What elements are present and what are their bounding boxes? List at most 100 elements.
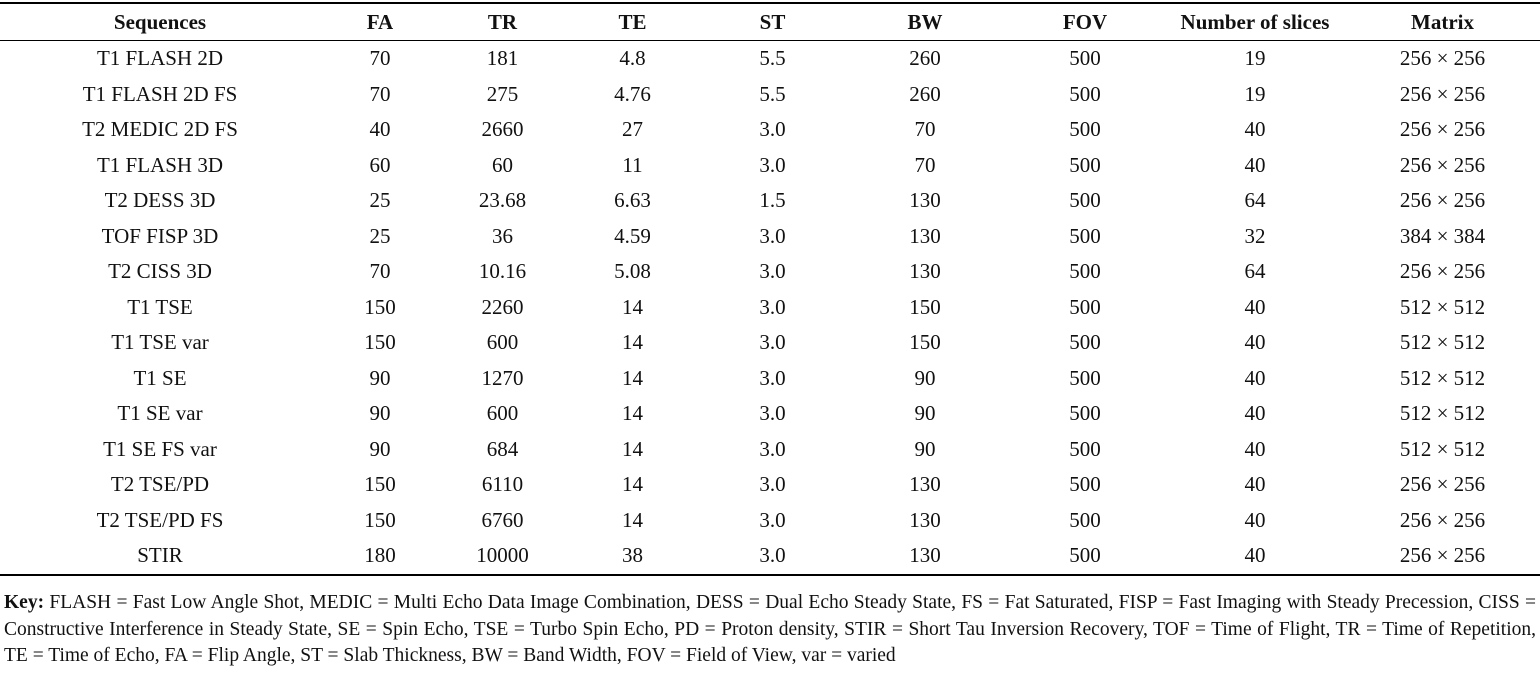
table-cell: 3.0 (759, 401, 786, 426)
table-cell: 3.0 (759, 472, 786, 497)
table-cell: 14 (622, 507, 643, 532)
table-cell: 256 × 256 (1399, 472, 1486, 497)
table-cell: 130 (909, 188, 941, 213)
table-cell: 130 (909, 507, 941, 532)
table-cell: 150 (364, 472, 396, 497)
table-cell: T1 FLASH 2D FS (82, 81, 238, 106)
table-cell: 500 (1069, 152, 1101, 177)
table-cell: 4.76 (614, 81, 651, 106)
table-cell: 32 (1244, 223, 1266, 248)
table-row: T2 TSE/PD FS 150 6760 14 3.0 130 500 40 256 × 25… (0, 503, 1540, 539)
table-cell: 150 (909, 330, 941, 355)
table-cell: 256 × 256 (1399, 259, 1486, 284)
table-cell: 150 (364, 294, 396, 319)
table-cell: 256 × 256 (1399, 152, 1486, 177)
table-cell: 90 (369, 365, 391, 390)
table-cell: 3.0 (759, 436, 786, 461)
table-row: TOF FISP 3D 25 36 4.59 3.0 130 500 32 384 × 384 (0, 219, 1540, 255)
table-cell: 14 (622, 330, 643, 355)
table-cell: 1.5 (759, 188, 786, 213)
header-cell: ST (700, 3, 845, 41)
table-cell: 40 (1244, 472, 1266, 497)
table-cell: 500 (1069, 117, 1101, 142)
table-cell: 40 (1244, 401, 1266, 426)
table-cell: 23.68 (478, 188, 527, 213)
table-cell: 40 (1244, 152, 1266, 177)
table-cell: 3.0 (759, 117, 786, 142)
table-cell: 10.16 (478, 259, 527, 284)
table-row: T1 FLASH 2D FS 70 275 4.76 5.5 260 500 19 256 × … (0, 77, 1540, 113)
table-cell: 3.0 (759, 223, 786, 248)
table-cell: 500 (1069, 188, 1101, 213)
table-cell: 600 (486, 330, 519, 355)
table-cell: 25 (369, 188, 391, 213)
table-cell: 40 (1244, 436, 1266, 461)
table-cell: 256 × 256 (1399, 81, 1486, 106)
table-cell: T1 FLASH 2D (96, 46, 223, 71)
table-cell: 36 (492, 223, 513, 248)
header-row: Sequences FA TR TE ST BW FOV Number of slices Ma… (0, 3, 1540, 41)
table-cell: 260 (909, 46, 941, 71)
table-cell: 600 (486, 401, 519, 426)
table-cell: T2 DESS 3D (104, 188, 216, 213)
table-cell: 6110 (481, 472, 524, 497)
table-cell: 14 (622, 401, 643, 426)
table-cell: 3.0 (759, 365, 786, 390)
table-cell: 260 (909, 81, 941, 106)
table-cell: 3.0 (759, 294, 786, 319)
table-row: T1 FLASH 3D 60 60 11 3.0 70 500 40 256 × 256 (0, 148, 1540, 184)
table-cell: 2260 (481, 294, 524, 319)
table-cell: 500 (1069, 365, 1101, 390)
parameters-table: Sequences FA TR TE ST BW FOV Number of slices Ma… (0, 2, 1540, 576)
header-cell: Number of slices (1165, 3, 1345, 41)
table-cell: 512 × 512 (1399, 436, 1486, 461)
table-cell: 5.5 (759, 46, 786, 71)
table-cell: T1 SE FS var (103, 436, 217, 461)
table-row: T1 FLASH 2D 70 181 4.8 5.5 260 500 19 256 × 256 (0, 41, 1540, 77)
table-cell: 256 × 256 (1399, 46, 1486, 71)
table-cell: 60 (492, 152, 513, 177)
table-cell: 14 (622, 294, 643, 319)
table-cell: 90 (369, 401, 391, 426)
key-note: Key: FLASH = Fast Low Angle Shot, MEDIC … (4, 590, 1536, 670)
table-cell: 500 (1069, 507, 1101, 532)
table-cell: T1 FLASH 3D (96, 152, 223, 177)
table-cell: TOF FISP 3D (101, 223, 219, 248)
table-cell: 275 (486, 81, 519, 106)
key-text: FLASH = Fast Low Angle Shot, MEDIC = Mul… (4, 592, 1536, 666)
table-cell: 70 (369, 259, 391, 284)
table-cell: 3.0 (759, 259, 786, 284)
table-cell: 6.63 (614, 188, 651, 213)
header-cell: Sequences (0, 3, 320, 41)
table-cell: 500 (1069, 81, 1101, 106)
table-cell: 500 (1069, 401, 1101, 426)
table-cell: 70 (369, 46, 391, 71)
table-cell: 2660 (481, 117, 524, 142)
table-cell: 130 (909, 472, 941, 497)
table-cell: 14 (622, 472, 643, 497)
table-cell: 19 (1244, 81, 1266, 106)
table-body: T1 FLASH 2D 70 181 4.8 5.5 260 500 19 256 × 256 T… (0, 41, 1540, 575)
table-cell: 130 (909, 543, 941, 568)
table-cell: 40 (1244, 365, 1266, 390)
table-cell: 70 (369, 81, 391, 106)
table-cell: 40 (369, 117, 391, 142)
table-cell: 14 (622, 365, 643, 390)
table-cell: 150 (364, 507, 396, 532)
table-cell: 500 (1069, 259, 1101, 284)
table-cell: 500 (1069, 436, 1101, 461)
table-cell: 25 (369, 223, 391, 248)
table-cell: 256 × 256 (1399, 543, 1486, 568)
table-cell: T2 CISS 3D (108, 259, 212, 284)
table-cell: 512 × 512 (1399, 365, 1486, 390)
table-cell: 27 (622, 117, 643, 142)
table-cell: 90 (369, 436, 391, 461)
table-cell: 180 (364, 543, 396, 568)
table-row: T1 SE var 90 600 14 3.0 90 500 40 512 × 512 (0, 396, 1540, 432)
table-row: T1 SE FS var 90 684 14 3.0 90 500 40 512 × 512 (0, 432, 1540, 468)
table-cell: 64 (1244, 259, 1266, 284)
table-cell: 19 (1244, 46, 1266, 71)
table-row: T2 TSE/PD 150 6110 14 3.0 130 500 40 256 × 256 (0, 467, 1540, 503)
table-cell: T1 TSE var (111, 330, 209, 355)
